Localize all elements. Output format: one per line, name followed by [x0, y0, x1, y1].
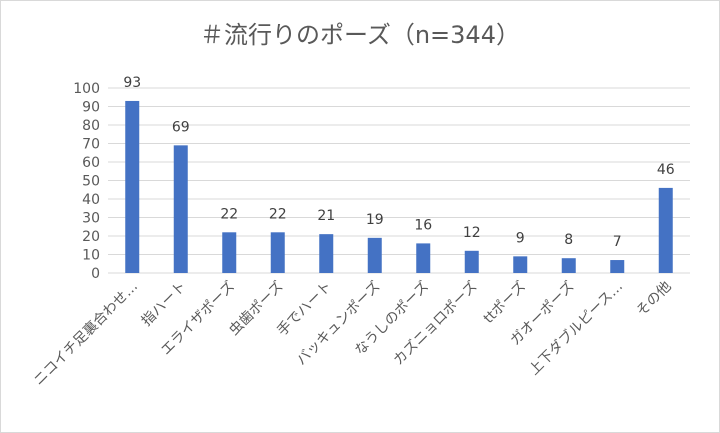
category-label: バッキュンポーズ: [294, 279, 384, 369]
category-labels: ニコイチ足裏合わせ…指ハートエライザポーズ虫歯ポーズ手でハートバッキュンポーズな…: [30, 278, 675, 389]
y-tick-label: 70: [82, 137, 100, 153]
category-label: ttポーズ: [481, 279, 529, 327]
category-label: ニコイチ足裏合わせ…: [30, 278, 141, 389]
bar: [270, 232, 285, 273]
bar: [125, 100, 140, 273]
data-label: 19: [366, 212, 384, 228]
bar: [610, 260, 625, 273]
bar: [416, 243, 431, 273]
y-tick-label: 40: [82, 192, 100, 208]
category-label: その他: [634, 279, 675, 320]
y-tick-label: 90: [82, 100, 100, 116]
y-tick-label: 50: [82, 174, 100, 190]
data-label: 7: [613, 234, 622, 250]
y-tick-label: 80: [82, 118, 100, 134]
data-labels: 93 69 22 22 21 19 16 12 9 8 7 46: [123, 75, 674, 250]
category-label: 指ハート: [139, 279, 190, 330]
y-axis-ticks: 0 10 20 30 40 50 60 70 80 90 100: [73, 81, 100, 282]
bar: [319, 234, 334, 273]
data-label: 93: [123, 75, 141, 91]
category-label: カズニョロポーズ: [391, 279, 481, 369]
y-tick-label: 20: [82, 229, 100, 245]
y-tick-label: 10: [82, 248, 100, 264]
data-label: 8: [564, 232, 573, 248]
data-label: 9: [516, 230, 525, 246]
bar: [513, 256, 528, 273]
y-tick-label: 0: [91, 266, 100, 282]
category-label: 上下ダブルピース…: [525, 278, 626, 379]
bar: [464, 250, 479, 273]
data-label: 12: [463, 225, 481, 241]
data-label: 69: [172, 119, 190, 135]
bar: [658, 187, 673, 273]
data-label: 21: [317, 208, 335, 224]
data-label: 46: [657, 162, 675, 178]
chart-title: ＃流行りのポーズ（n=344）: [200, 21, 520, 49]
y-tick-label: 30: [82, 211, 100, 227]
y-tick-label: 60: [82, 155, 100, 171]
data-label: 16: [414, 217, 432, 233]
bar: [367, 237, 382, 273]
bars: [125, 100, 673, 273]
bar: [173, 145, 188, 273]
bar: [222, 232, 237, 273]
y-tick-label: 100: [73, 81, 100, 97]
bar: [561, 258, 576, 273]
gridlines: [108, 87, 690, 274]
data-label: 22: [269, 206, 287, 222]
data-label: 22: [220, 206, 238, 222]
